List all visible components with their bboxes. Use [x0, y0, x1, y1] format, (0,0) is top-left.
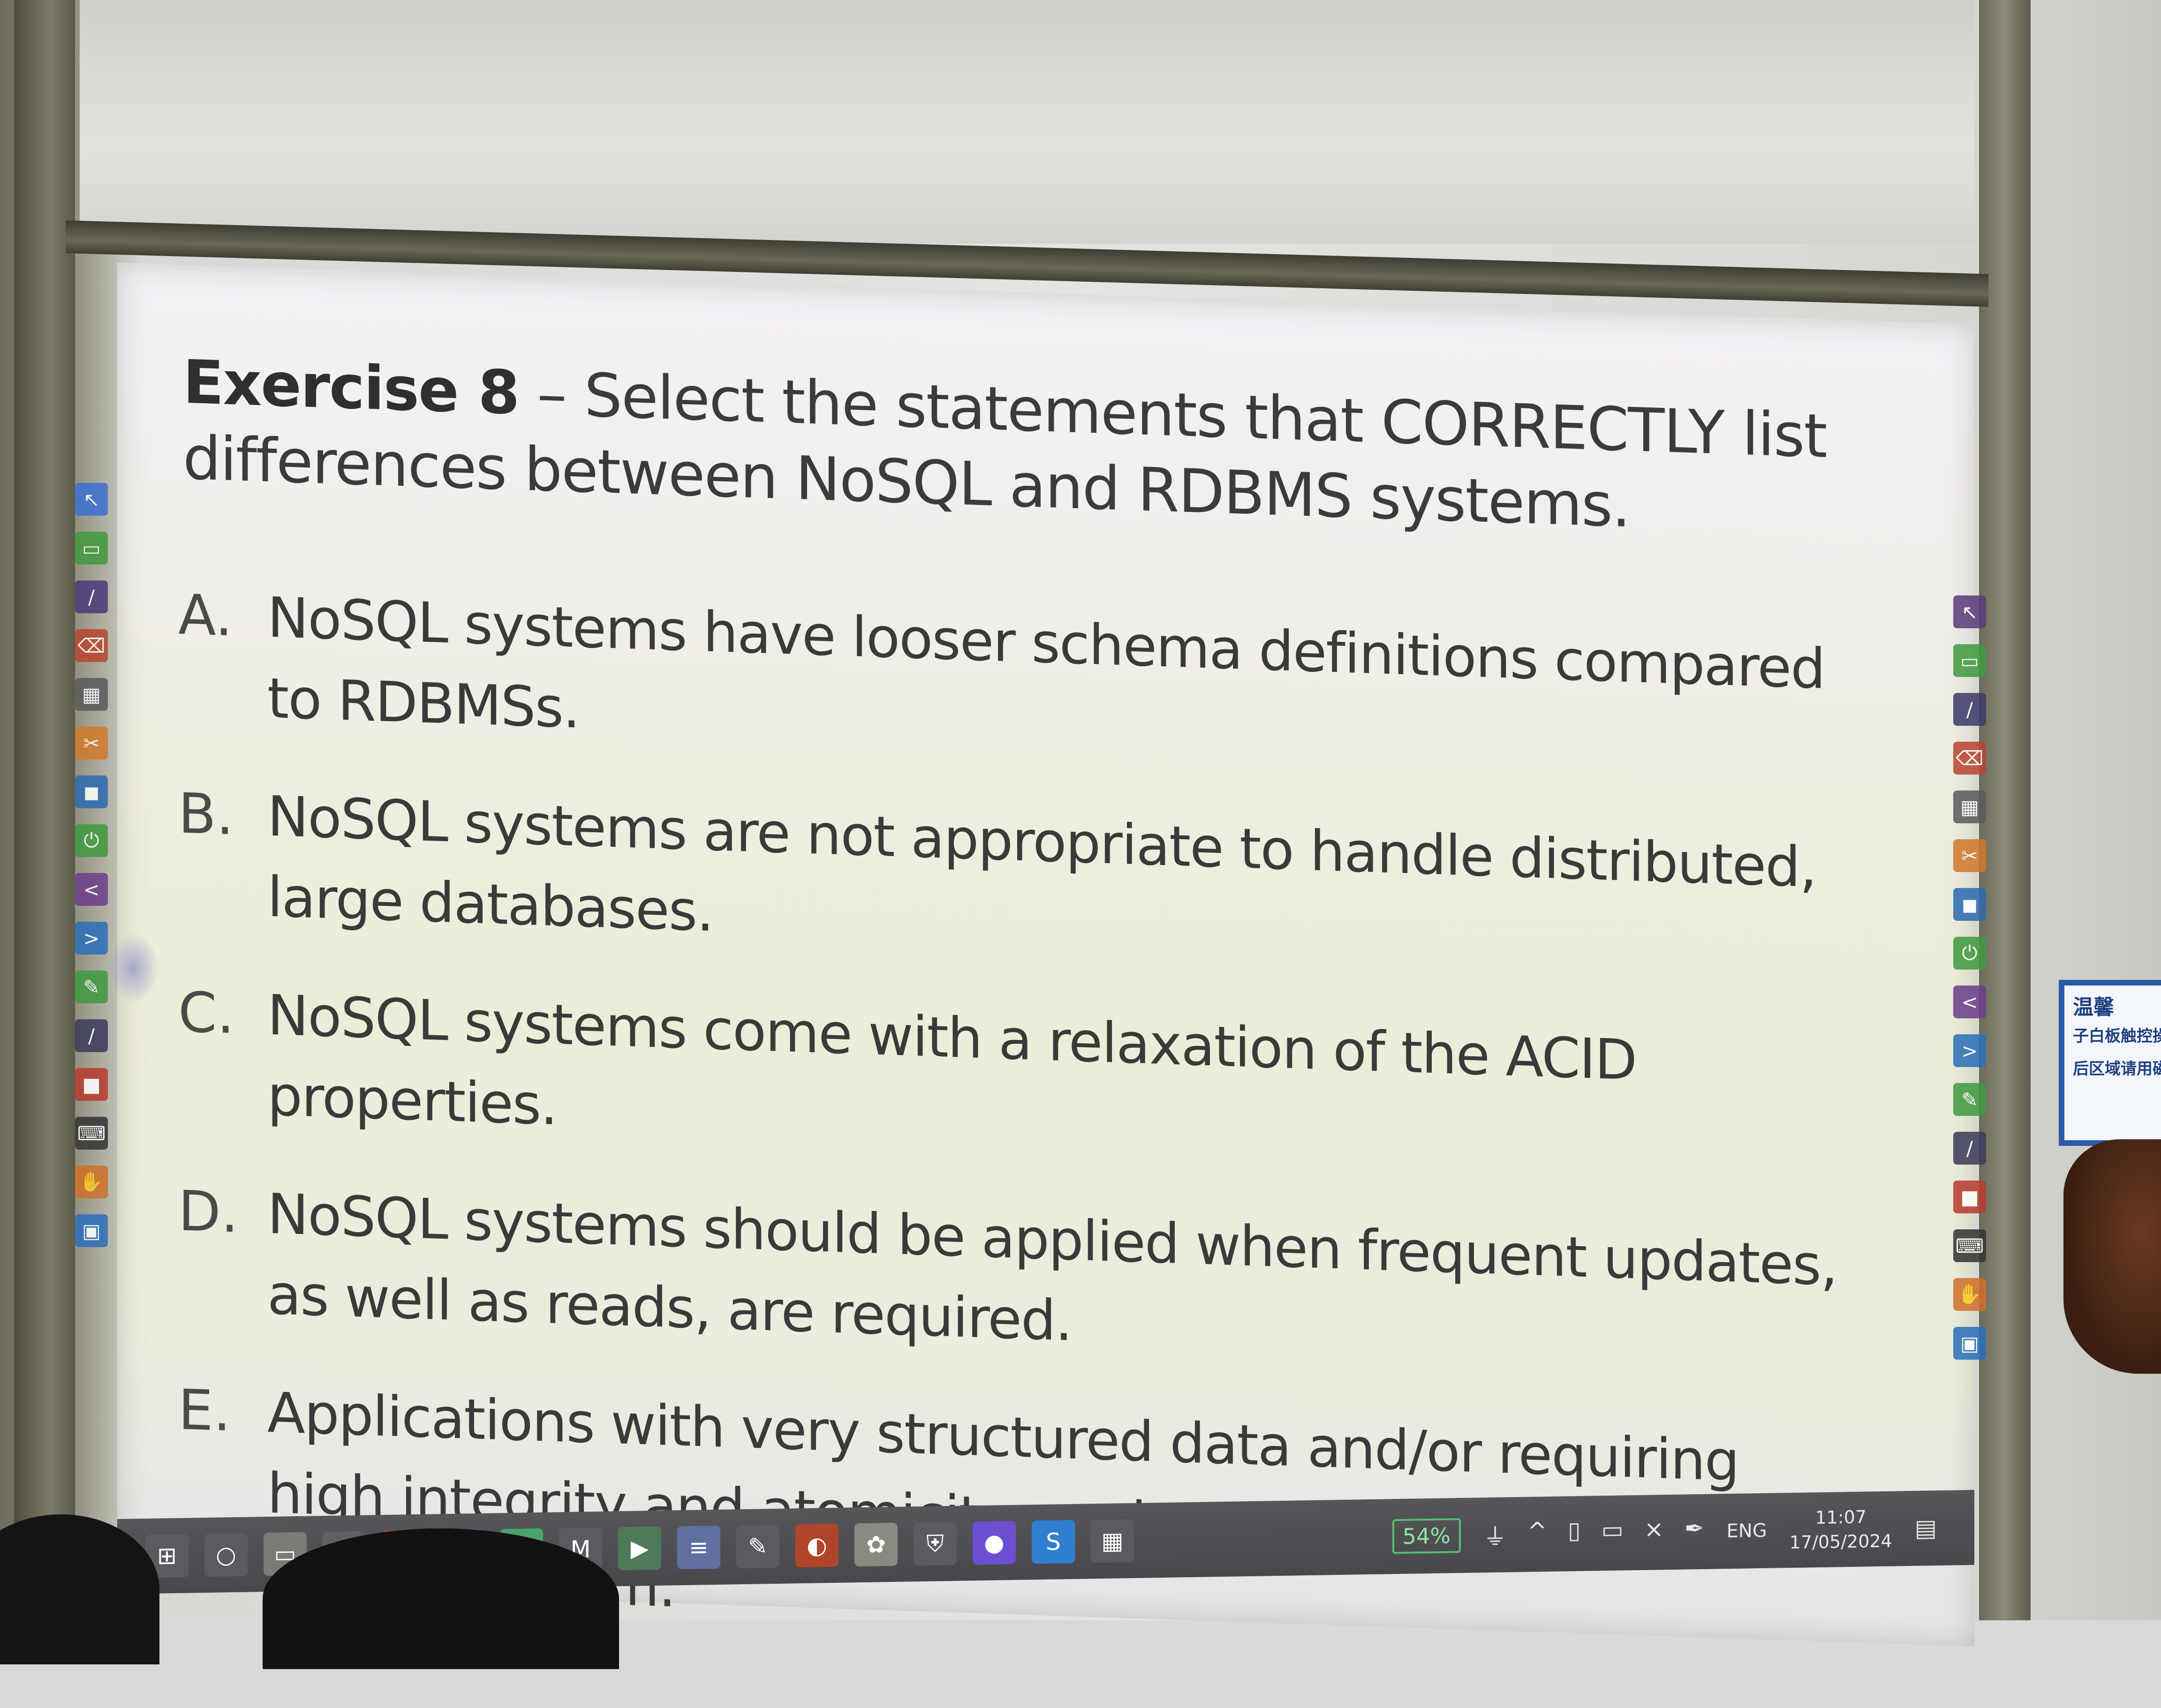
device-icon[interactable]: ▯	[1567, 1516, 1581, 1544]
answer-option-letter: A.	[178, 582, 233, 649]
pen-tool-icon[interactable]: /	[1953, 693, 1986, 726]
answer-option-text: NoSQL systems have looser schema definit…	[267, 585, 1825, 741]
slide-title-lead: Exercise 8	[183, 347, 519, 429]
answer-option: D. NoSQL systems should be applied when f…	[178, 1170, 1913, 1389]
shape-tool-icon[interactable]: ◼	[1953, 888, 1986, 921]
select-tool-icon[interactable]: ↖	[75, 483, 108, 516]
power-plug-icon[interactable]: ⏚	[1483, 1523, 1507, 1551]
erase-tool-icon[interactable]: ⌫	[75, 629, 108, 662]
answer-option-letter: E.	[178, 1377, 231, 1444]
pen-tool-icon[interactable]: ✎	[736, 1524, 779, 1569]
slide-title: Exercise 8 – Select the statements that …	[183, 345, 1918, 554]
draw-tool-icon[interactable]: ✎	[1953, 1083, 1986, 1116]
notice-line-2: 子白板触控操作	[2073, 1027, 2161, 1046]
power-tool-icon[interactable]: ⏻	[1953, 937, 1986, 970]
next-tool-icon[interactable]: >	[75, 922, 108, 955]
notifications-icon[interactable]: ▤	[1914, 1514, 1937, 1542]
audience-head	[263, 1528, 619, 1669]
clock[interactable]: 11:07 17/05/2024	[1790, 1505, 1892, 1555]
line-tool-icon[interactable]: /	[1953, 1132, 1986, 1165]
answer-option-letter: C.	[178, 979, 234, 1046]
clock-time: 11:07	[1815, 1506, 1866, 1528]
keyboard-tool-icon[interactable]: ⌨	[1953, 1229, 1986, 1262]
capture-tool-icon[interactable]: ✂	[1953, 839, 1986, 872]
capture-tool-icon[interactable]: ✂	[75, 727, 108, 760]
shape-tool-icon[interactable]: ◼	[75, 775, 108, 808]
clock-date: 17/05/2024	[1789, 1530, 1892, 1553]
select-tool-icon[interactable]: ↖	[1953, 595, 1986, 628]
volume-muted-icon[interactable]: ×	[1644, 1515, 1664, 1543]
brush-icon[interactable]: ✿	[854, 1522, 898, 1567]
projected-slide: Exercise 8 – Select the statements that …	[117, 263, 1974, 1647]
notice-line-1: 温馨	[2073, 995, 2114, 1019]
app-panel-icon[interactable]: ≡	[677, 1525, 720, 1570]
grid-tool-icon[interactable]: ▦	[1953, 790, 1986, 823]
keyboard-tool-icon[interactable]: ⌨	[75, 1117, 108, 1150]
answer-option-text: NoSQL systems come with a relaxation of …	[267, 982, 1637, 1138]
display-tool-icon[interactable]: ▣	[1953, 1327, 1986, 1360]
battery-indicator[interactable]: 54%	[1392, 1518, 1461, 1554]
stop-tool-icon[interactable]: ■	[1953, 1181, 1986, 1213]
answer-option-letter: D.	[178, 1178, 239, 1245]
screen-tool-icon[interactable]: ▭	[1953, 644, 1986, 677]
whiteboard-frame-left	[14, 0, 75, 1620]
zoom-icon[interactable]: ●	[973, 1520, 1016, 1565]
battery-icon[interactable]: ▭	[1601, 1516, 1624, 1544]
previous-tool-icon[interactable]: <	[75, 873, 108, 906]
chevron-up-icon[interactable]: ^	[1527, 1517, 1547, 1545]
line-tool-icon[interactable]: /	[75, 1019, 108, 1052]
next-tool-icon[interactable]: >	[1953, 1034, 1986, 1067]
grid-tool-icon[interactable]: ▦	[75, 678, 108, 711]
app-s-icon[interactable]: S	[1032, 1520, 1075, 1564]
notice-line-3: 后区域请用磁	[2073, 1060, 2161, 1078]
pen-tool-icon[interactable]: /	[75, 580, 108, 613]
hand-tool-icon[interactable]: ✋	[1953, 1278, 1986, 1311]
tray-icons: ⏚ ^ ▯ ▭ × ✒	[1483, 1515, 1704, 1552]
answer-option-letter: B.	[178, 781, 234, 848]
terminal-icon[interactable]: ▶	[618, 1526, 661, 1571]
previous-tool-icon[interactable]: <	[1953, 986, 1986, 1018]
display-tool-icon[interactable]: ▣	[75, 1214, 108, 1247]
wooden-object	[2063, 1139, 2161, 1374]
whiteboard-frame-right	[1979, 0, 2031, 1620]
system-tray: 54% ⏚ ^ ▯ ▭ × ✒ ENG 11:07 17/05/2024 ▤	[1392, 1500, 1937, 1565]
search-icon[interactable]: ○	[204, 1533, 248, 1577]
answer-option: C. NoSQL systems come with a relaxation o…	[178, 971, 1913, 1190]
erase-tool-icon[interactable]: ⌫	[1953, 742, 1986, 775]
power-tool-icon[interactable]: ⏻	[75, 824, 108, 857]
calculator-icon[interactable]: ▦	[1091, 1519, 1134, 1563]
pen-icon[interactable]: ✒	[1684, 1514, 1704, 1542]
whiteboard-toolbar-right: ↖ ▭ / ⌫ ▦ ✂ ◼ ⏻ < > ✎ / ■ ⌨ ✋ ▣	[1953, 595, 1986, 1360]
screen-tool-icon[interactable]: ▭	[75, 532, 108, 564]
answer-option-text: NoSQL systems should be applied when fre…	[267, 1181, 1837, 1354]
language-indicator[interactable]: ENG	[1726, 1520, 1767, 1542]
stop-tool-icon[interactable]: ■	[75, 1068, 108, 1101]
whiteboard-toolbar-left: ↖ ▭ / ⌫ ▦ ✂ ◼ ⏻ < > ✎ / ■ ⌨ ✋ ▣	[75, 483, 108, 1247]
answer-option-text: NoSQL systems are not appropriate to han…	[267, 783, 1816, 944]
answer-option: A. NoSQL systems have looser schema defin…	[178, 574, 1913, 793]
browser-icon[interactable]: ◐	[795, 1523, 839, 1568]
whiteboard-upper-panel	[80, 0, 1974, 244]
answer-option: B. NoSQL systems are not appropriate to h…	[178, 773, 1913, 992]
draw-tool-icon[interactable]: ✎	[75, 971, 108, 1003]
wall-notice: 温馨 子白板触控操作 后区域请用磁	[2059, 980, 2161, 1146]
light-glare	[108, 933, 159, 1003]
shield-icon[interactable]: ⛨	[914, 1521, 957, 1566]
hand-tool-icon[interactable]: ✋	[75, 1166, 108, 1198]
